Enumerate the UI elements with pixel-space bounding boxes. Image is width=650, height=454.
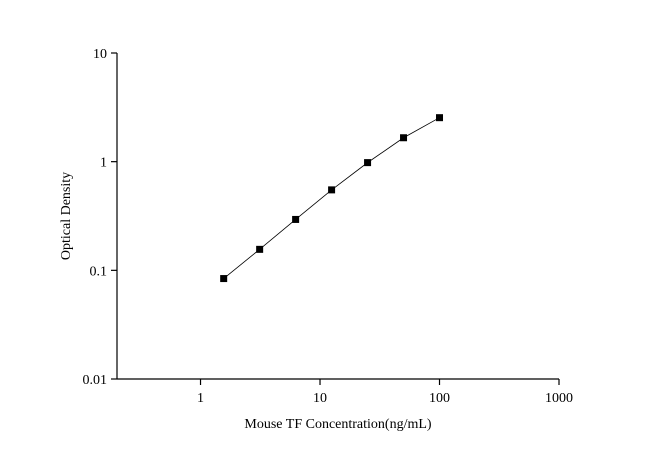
x-axis-label: Mouse TF Concentration(ng/mL)	[244, 417, 431, 432]
y-tick-label: 0.1	[90, 264, 108, 279]
y-tick-label: 0.01	[83, 373, 108, 388]
data-point	[364, 159, 372, 167]
x-tick-label: 100	[429, 391, 450, 406]
y-tick-label: 1	[100, 156, 107, 171]
data-point	[328, 186, 336, 194]
data-point	[292, 215, 300, 223]
y-tick-label: 10	[93, 47, 107, 62]
data-point	[436, 114, 444, 122]
y-axis-label: Optical Density	[59, 172, 74, 260]
data-point	[400, 134, 408, 142]
x-tick-label: 1000	[545, 391, 573, 406]
series-line	[223, 117, 440, 279]
data-point	[220, 275, 228, 283]
x-tick-label: 10	[313, 391, 327, 406]
x-tick-label: 1	[197, 391, 204, 406]
data-point	[256, 245, 264, 253]
